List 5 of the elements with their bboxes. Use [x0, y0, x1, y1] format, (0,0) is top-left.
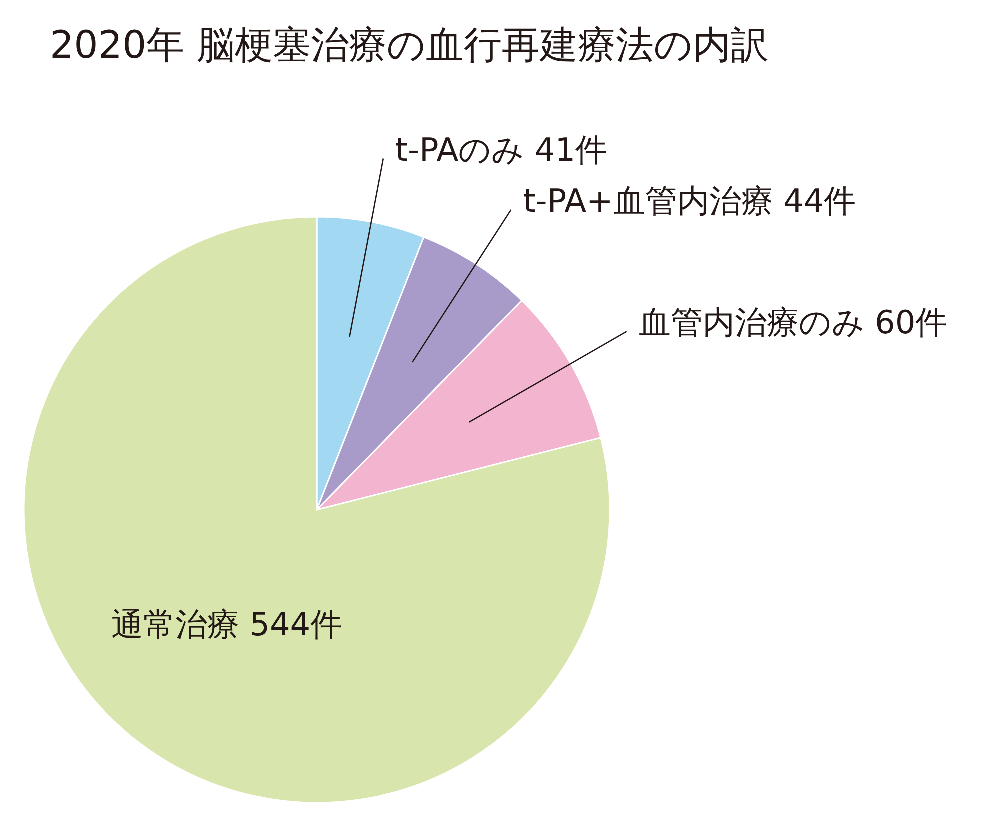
slice-label: 血管内治療のみ 60件	[638, 304, 948, 342]
slice-label: t-PA+血管内治療 44件	[523, 182, 856, 220]
slice-label: t-PAのみ 41件	[395, 130, 608, 169]
slice-label: 通常治療 544件	[111, 606, 343, 644]
chart-title: 2020年 脳梗塞治療の血行再建療法の内訳	[50, 23, 769, 67]
